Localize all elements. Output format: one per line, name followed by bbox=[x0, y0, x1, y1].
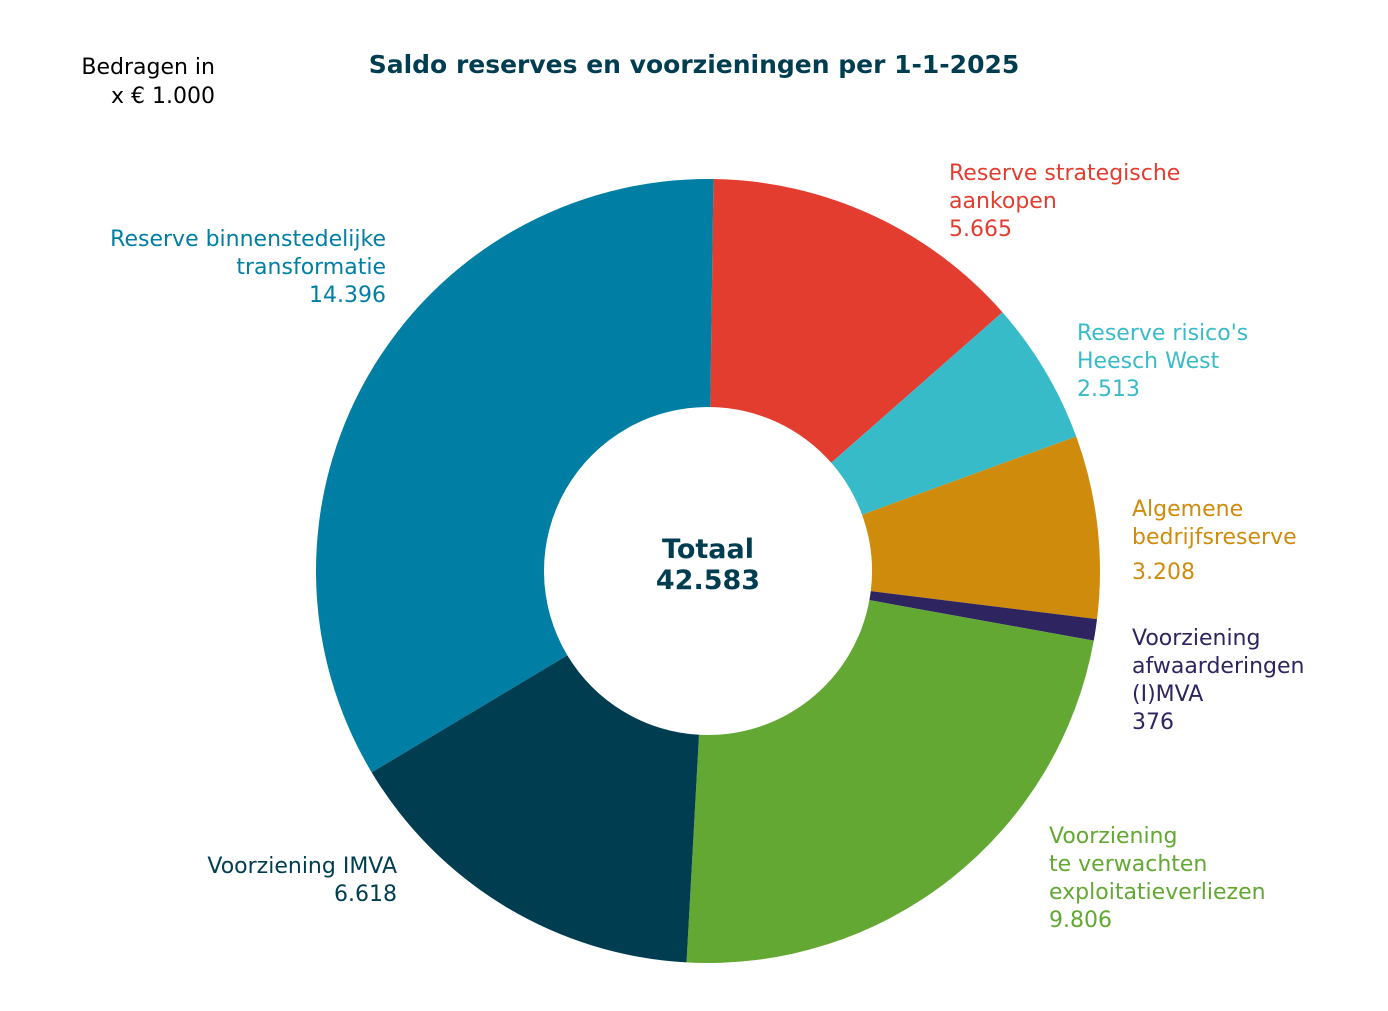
slice-voorziening-te-verwachten-exploitatieverliezen bbox=[686, 600, 1094, 963]
slice-label-line: te verwachten bbox=[1049, 852, 1207, 877]
slice-label-reserve-binnenstedelijke-transformatie: Reserve binnenstedelijke transformatie 14.… bbox=[110, 227, 386, 308]
slice-label-reserve-strategische-aankopen: Reserve strategische aankopen 5.665 bbox=[949, 161, 1180, 242]
slice-value-label: 5.665 bbox=[949, 217, 1012, 242]
slice-label-line: transformatie bbox=[236, 255, 386, 280]
slice-label-line: Reserve risico's bbox=[1077, 321, 1248, 346]
slice-label-line: (I)MVA bbox=[1132, 682, 1203, 707]
slice-label-line: exploitatieverliezen bbox=[1049, 880, 1266, 905]
slice-voorziening-afwaarderingen-i-mva bbox=[869, 591, 1098, 641]
slice-label-line: Reserve strategische bbox=[949, 161, 1180, 186]
slice-algemene-bedrijfsreserve bbox=[862, 436, 1100, 620]
chart-title: Saldo reserves en voorzieningen per 1-1-… bbox=[369, 50, 1020, 79]
slice-voorziening-imva bbox=[371, 655, 700, 963]
slice-label-reserve-risico-s-heesch-west: Reserve risico's Heesch West 2.513 bbox=[1077, 321, 1248, 402]
unit-note-line-2: x € 1.000 bbox=[111, 84, 215, 109]
unit-note-line-1: Bedragen in bbox=[81, 55, 215, 80]
slice-label-line: Heesch West bbox=[1077, 349, 1220, 374]
slice-label-line: Voorziening bbox=[1132, 626, 1260, 651]
slice-label-line: Reserve binnenstedelijke bbox=[110, 227, 386, 252]
slice-label-line: Voorziening bbox=[1049, 824, 1177, 849]
slice-reserve-strategische-aankopen bbox=[710, 179, 1003, 463]
slice-labels: Reserve strategische aankopen 5.665Reserve… bbox=[110, 161, 1304, 933]
center-total-label: Totaal bbox=[662, 534, 754, 565]
slice-label-line: bedrijfsreserve bbox=[1132, 525, 1297, 550]
slice-reserve-binnenstedelijke-transformatie bbox=[315, 179, 714, 773]
slice-value-label: 6.618 bbox=[334, 882, 397, 907]
slice-value-label: 3.208 bbox=[1132, 560, 1195, 585]
slice-label-algemene-bedrijfsreserve: Algemene bedrijfsreserve 3.208 bbox=[1132, 497, 1297, 585]
slice-label-voorziening-imva: Voorziening IMVA 6.618 bbox=[207, 854, 397, 907]
slice-label-line: afwaarderingen bbox=[1132, 654, 1305, 679]
slice-label-line: Voorziening IMVA bbox=[207, 854, 397, 879]
slice-value-label: 14.396 bbox=[309, 283, 386, 308]
donut-slices bbox=[315, 179, 1100, 963]
slice-label-voorziening-te-verwachten-exploitatieverliezen: Voorziening te verwachten exploitatieverli… bbox=[1049, 824, 1266, 933]
center-total-value: 42.583 bbox=[656, 565, 760, 596]
slice-label-voorziening-afwaarderingen-i-mva: Voorziening afwaarderingen (I)MVA 376 bbox=[1132, 626, 1305, 735]
slice-reserve-risico-s-heesch-west bbox=[831, 312, 1077, 515]
slice-value-label: 2.513 bbox=[1077, 377, 1140, 402]
slice-label-line: aankopen bbox=[949, 189, 1057, 214]
slice-label-line: Algemene bbox=[1132, 497, 1243, 522]
slice-value-label: 9.806 bbox=[1049, 908, 1112, 933]
slice-value-label: 376 bbox=[1132, 710, 1174, 735]
